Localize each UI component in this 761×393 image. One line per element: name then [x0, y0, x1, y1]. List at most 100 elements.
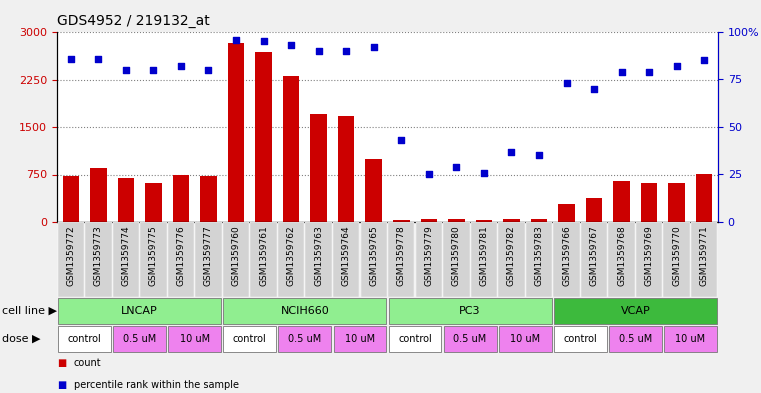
- Bar: [278, 222, 304, 297]
- Point: [368, 44, 380, 50]
- Text: GDS4952 / 219132_at: GDS4952 / 219132_at: [57, 14, 210, 28]
- Text: GSM1359775: GSM1359775: [149, 225, 158, 286]
- Text: GSM1359762: GSM1359762: [287, 225, 295, 286]
- Text: GSM1359783: GSM1359783: [534, 225, 543, 286]
- Text: 0.5 uM: 0.5 uM: [454, 334, 487, 344]
- Text: cell line ▶: cell line ▶: [2, 306, 56, 316]
- Text: GSM1359764: GSM1359764: [342, 225, 351, 286]
- Bar: [365, 159, 382, 222]
- Bar: [581, 222, 607, 297]
- Point: [560, 80, 572, 86]
- Bar: [333, 222, 359, 297]
- Bar: [223, 326, 276, 352]
- Bar: [586, 198, 602, 222]
- Bar: [279, 326, 331, 352]
- Bar: [118, 178, 134, 222]
- Text: GSM1359782: GSM1359782: [507, 225, 516, 286]
- Bar: [526, 222, 552, 297]
- Bar: [444, 326, 497, 352]
- Text: 0.5 uM: 0.5 uM: [619, 334, 652, 344]
- Point: [478, 169, 490, 176]
- Bar: [255, 52, 272, 222]
- Point: [395, 137, 407, 143]
- Text: 0.5 uM: 0.5 uM: [123, 334, 156, 344]
- Point: [616, 69, 628, 75]
- Bar: [58, 222, 84, 297]
- Bar: [223, 222, 250, 297]
- Text: GSM1359760: GSM1359760: [231, 225, 240, 286]
- Text: ■: ■: [57, 380, 66, 389]
- Bar: [113, 222, 139, 297]
- Point: [313, 48, 325, 54]
- Bar: [393, 220, 409, 222]
- Bar: [448, 219, 465, 222]
- Bar: [476, 220, 492, 222]
- Point: [257, 39, 269, 45]
- Text: GSM1359776: GSM1359776: [177, 225, 186, 286]
- Text: 10 uM: 10 uM: [510, 334, 540, 344]
- Text: control: control: [398, 334, 432, 344]
- Text: GSM1359761: GSM1359761: [259, 225, 268, 286]
- Bar: [196, 222, 221, 297]
- Bar: [223, 298, 387, 324]
- Bar: [664, 326, 717, 352]
- Text: GSM1359767: GSM1359767: [590, 225, 599, 286]
- Bar: [608, 222, 635, 297]
- Text: control: control: [68, 334, 101, 344]
- Text: GSM1359780: GSM1359780: [452, 225, 461, 286]
- Bar: [228, 43, 244, 222]
- Text: control: control: [563, 334, 597, 344]
- Text: 10 uM: 10 uM: [676, 334, 705, 344]
- Point: [670, 63, 683, 69]
- Text: GSM1359766: GSM1359766: [562, 225, 571, 286]
- Bar: [58, 326, 111, 352]
- Bar: [85, 222, 112, 297]
- Point: [65, 55, 77, 62]
- Bar: [250, 222, 277, 297]
- Bar: [58, 298, 221, 324]
- Point: [505, 149, 517, 155]
- Point: [175, 63, 187, 69]
- Bar: [498, 326, 552, 352]
- Text: 10 uM: 10 uM: [180, 334, 210, 344]
- Text: GSM1359772: GSM1359772: [66, 225, 75, 286]
- Bar: [338, 116, 355, 222]
- Bar: [305, 222, 332, 297]
- Text: VCAP: VCAP: [620, 306, 650, 316]
- Bar: [668, 183, 685, 222]
- Bar: [554, 298, 717, 324]
- Text: GSM1359777: GSM1359777: [204, 225, 213, 286]
- Bar: [388, 222, 415, 297]
- Bar: [498, 222, 524, 297]
- Bar: [553, 222, 580, 297]
- Bar: [416, 222, 442, 297]
- Bar: [389, 298, 552, 324]
- Bar: [554, 326, 607, 352]
- Point: [588, 86, 600, 92]
- Bar: [283, 76, 299, 222]
- Text: count: count: [74, 358, 101, 368]
- Bar: [696, 174, 712, 222]
- Bar: [559, 204, 575, 222]
- Bar: [530, 219, 547, 222]
- Text: GSM1359781: GSM1359781: [479, 225, 489, 286]
- Bar: [140, 222, 167, 297]
- Point: [285, 42, 298, 48]
- Point: [422, 171, 435, 178]
- Bar: [167, 222, 194, 297]
- Point: [148, 67, 160, 73]
- Bar: [200, 176, 217, 222]
- Text: 0.5 uM: 0.5 uM: [288, 334, 321, 344]
- Text: GSM1359763: GSM1359763: [314, 225, 323, 286]
- Bar: [62, 176, 79, 222]
- Text: NCIH660: NCIH660: [281, 306, 330, 316]
- Point: [202, 67, 215, 73]
- Bar: [636, 222, 662, 297]
- Bar: [443, 222, 470, 297]
- Bar: [470, 222, 497, 297]
- Bar: [361, 222, 387, 297]
- Text: GSM1359778: GSM1359778: [396, 225, 406, 286]
- Text: GSM1359769: GSM1359769: [645, 225, 654, 286]
- Bar: [145, 183, 161, 222]
- Bar: [168, 326, 221, 352]
